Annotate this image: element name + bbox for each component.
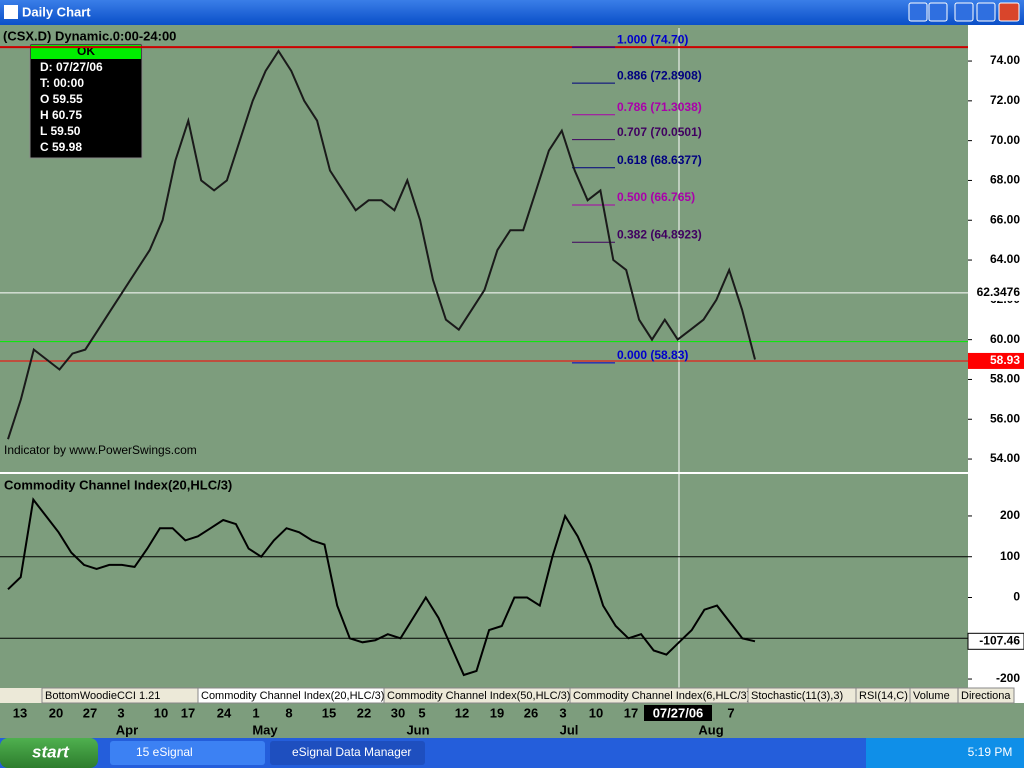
month-label: Apr [116,722,138,737]
info-box: OK D: 07/27/06T: 00:00O 59.55H 60.75L 59… [29,43,143,159]
tab-label: BottomWoodieCCI 1.21 [45,690,160,702]
tab-label: Commodity Channel Index(20,HLC/3) [201,690,384,702]
level-box [968,352,1024,369]
y-tick-label: 60.00 [990,332,1020,346]
info-line: T: 00:00 [40,76,84,90]
info-status-bg [31,45,141,59]
day-label: 20 [49,705,63,720]
fib-label: 0.382 (64.8923) [617,227,702,241]
fib-label: 0.786 (71.3038) [617,100,702,114]
tab-label: Commodity Channel Index(50,HLC/3) [387,690,570,702]
y-tick-label: 0 [1013,590,1020,604]
y-tick-label: 72.00 [990,93,1020,107]
y-tick-label: 200 [1000,508,1020,522]
month-label: May [252,722,278,737]
day-label: 3 [559,705,566,720]
task-label: 15 eSignal [136,745,193,759]
fib-label: 0.707 (70.0501) [617,125,702,139]
restore-button[interactable] [976,2,996,22]
day-label: 10 [589,705,603,720]
month-label: Aug [698,722,723,737]
tray [866,738,1024,768]
day-label: 30 [391,705,405,720]
maximize-button[interactable] [928,2,948,22]
task-button[interactable] [270,741,425,765]
month-label: Jul [560,722,579,737]
y-tick-label: -107.46 [979,633,1020,647]
day-label: 26 [524,705,538,720]
start-button[interactable] [0,738,98,768]
app-icon [4,5,18,19]
y-tick-label: 66.00 [990,212,1020,226]
tab-label: Volume [913,690,950,702]
fib-label: 0.886 (72.8908) [617,68,702,82]
clock: 5:19 PM [968,745,1013,759]
minimize-button[interactable] [908,2,928,22]
min-button[interactable] [954,2,974,22]
price-line [7,49,756,440]
level-box [968,284,1024,301]
day-label: 3 [117,705,124,720]
fib-label: 0.500 (66.765) [617,190,695,204]
window-title: Daily Chart [22,4,91,19]
close-button[interactable] [998,2,1020,22]
month-label: Jun [406,722,429,737]
day-label: 07/27/06 [653,705,704,720]
fib-label: 0.618 (68.6377) [617,153,702,167]
tab-label: Stochastic(11(3),3) [751,690,843,702]
day-label: 15 [322,705,336,720]
y-tick-label: 54.00 [990,451,1020,465]
day-label: 12 [455,705,469,720]
fib-label: 0.000 (58.83) [617,348,688,362]
tab-label: Directiona [961,690,1011,702]
y-tick-label: 70.00 [990,133,1020,147]
day-label: 17 [624,705,638,720]
day-label: 17 [181,705,195,720]
day-label: 24 [217,705,232,720]
tab[interactable] [957,687,1015,704]
day-label: 22 [357,705,371,720]
pane-title: Commodity Channel Index(20,HLC/3) [4,477,232,492]
cci-line [7,497,756,677]
title-bar [0,0,1024,25]
y-tick-label: 68.00 [990,173,1020,187]
cci-pane [0,474,968,688]
day-label: 7 [727,705,734,720]
start-label: start [32,742,70,761]
price-pane [0,25,968,472]
day-label: 8 [285,705,292,720]
task-label: eSignal Data Manager [292,745,411,759]
info-line: O 59.55 [40,92,83,106]
y-tick-label: -200 [996,671,1020,685]
info-line: C 59.98 [40,140,82,154]
day-label: 13 [13,705,27,720]
info-line: H 60.75 [40,108,82,122]
day-label: 5 [418,705,425,720]
y-tick-label: 58.00 [990,372,1020,386]
tab-label: RSI(14,C) [859,690,908,702]
symbol: (CSX.D) Dynamic.0:00-24:00 [3,28,176,43]
tab-label: Commodity Channel Index(6,HLC/3) [573,690,750,702]
watermark: Indicator by www.PowerSwings.com [4,443,197,457]
current-value-box [967,632,1024,650]
task-button[interactable] [110,741,265,765]
day-label: 10 [154,705,168,720]
y-tick-label: 100 [1000,549,1020,563]
day-label: 19 [490,705,504,720]
info-box-bg [29,43,143,159]
fib-label: 1.000 (74.70) [617,32,688,46]
level-label: 62.3476 [977,285,1021,299]
info-line: L 59.50 [40,124,81,138]
y-tick-label: 74.00 [990,53,1020,67]
y-tick-label: 64.00 [990,252,1020,266]
info-line: D: 07/27/06 [40,60,103,74]
y-tick-label: 56.00 [990,411,1020,425]
day-label: 27 [83,705,97,720]
date-axis [0,703,1024,738]
crosshair-date-box [644,705,712,721]
level-label: 58.93 [990,353,1020,367]
day-label: 1 [252,705,259,720]
